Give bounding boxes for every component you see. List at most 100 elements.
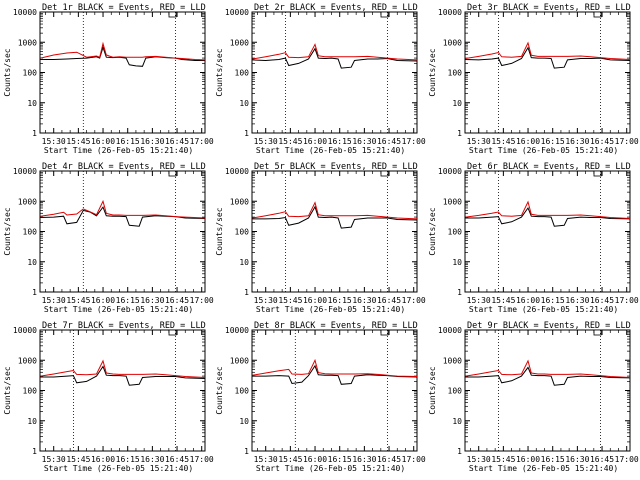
legend-box: [380, 170, 389, 177]
legend-box: [168, 170, 177, 177]
x-axis-label: Start Time (26-Feb-05 15:21:40): [44, 305, 193, 314]
y-tick-label: 100: [235, 387, 250, 396]
x-axis-label: Start Time (26-Feb-05 15:21:40): [256, 305, 405, 314]
legend-box: [593, 329, 602, 336]
x-tick-label: 15:30: [467, 455, 491, 464]
y-tick-label: 1000: [18, 356, 37, 365]
events-series-line: [252, 47, 418, 69]
x-tick-label: 15:45: [66, 137, 90, 146]
x-tick-label: 16:45: [590, 455, 614, 464]
x-tick-label: 16:30: [140, 137, 164, 146]
y-tick-label: 100: [448, 228, 463, 237]
y-tick-label: 100: [23, 69, 38, 78]
x-tick-label: 16:00: [516, 296, 540, 305]
y-axis-label: Counts/sec: [215, 366, 224, 414]
panel-7: Det 7r BLACK = Events, RED = LLD 1 10 100 10…: [3, 321, 214, 473]
events-series-line: [40, 206, 206, 227]
x-tick-label: 16:30: [352, 137, 376, 146]
y-tick-label: 1000: [18, 197, 37, 206]
x-tick-label: 16:30: [140, 296, 164, 305]
x-tick-label: 16:15: [328, 137, 352, 146]
x-axis-label: Start Time (26-Feb-05 15:21:40): [256, 464, 405, 473]
events-series-line: [465, 206, 631, 227]
y-axis-label: Counts/sec: [428, 366, 437, 414]
x-tick-label: 16:00: [303, 296, 327, 305]
x-axis-label: Start Time (26-Feb-05 15:21:40): [44, 146, 193, 155]
lld-series-line: [465, 41, 631, 60]
panel-title: Det 9r BLACK = Events, RED = LLD: [467, 321, 631, 331]
y-tick-label: 100: [235, 228, 250, 237]
plot-frame: [464, 170, 631, 293]
events-series-line: [252, 364, 418, 385]
panel-title: Det 8r BLACK = Events, RED = LLD: [254, 321, 418, 331]
x-tick-label: 16:45: [165, 296, 189, 305]
y-axis-label: Counts/sec: [428, 207, 437, 255]
x-axis-label: Start Time (26-Feb-05 15:21:40): [469, 305, 618, 314]
y-tick-label: 10: [239, 417, 249, 426]
y-tick-label: 10000: [438, 326, 462, 335]
y-tick-label: 100: [23, 387, 38, 396]
x-tick-label: 16:30: [565, 137, 589, 146]
x-tick-label: 17:00: [402, 455, 426, 464]
lld-series-line: [40, 41, 206, 61]
y-tick-label: 10: [239, 99, 249, 108]
x-tick-label: 16:30: [565, 296, 589, 305]
lld-series-line: [465, 200, 631, 219]
y-tick-label: 10: [27, 258, 37, 267]
x-tick-label: 16:00: [303, 455, 327, 464]
y-tick-label: 1: [32, 129, 37, 138]
y-tick-label: 10000: [13, 326, 37, 335]
y-tick-label: 1000: [230, 356, 249, 365]
x-tick-label: 15:30: [254, 455, 278, 464]
x-tick-label: 17:00: [190, 296, 214, 305]
plot-frame: [464, 11, 631, 134]
x-tick-label: 16:30: [352, 296, 376, 305]
panel-9: Det 9r BLACK = Events, RED = LLD 1 10 100 10…: [428, 321, 639, 473]
y-axis-label: Counts/sec: [215, 48, 224, 96]
x-tick-label: 16:45: [377, 296, 401, 305]
panel-title: Det 3r BLACK = Events, RED = LLD: [467, 3, 631, 13]
y-tick-label: 10: [452, 99, 462, 108]
x-tick-label: 17:00: [402, 137, 426, 146]
legend-box: [380, 11, 389, 18]
panel-2: Det 2r BLACK = Events, RED = LLD 1 10 100 10…: [215, 3, 426, 155]
y-axis-label: Counts/sec: [3, 48, 12, 96]
x-tick-label: 15:30: [467, 296, 491, 305]
x-tick-label: 16:30: [140, 455, 164, 464]
x-tick-label: 16:15: [541, 455, 565, 464]
y-tick-label: 10000: [438, 167, 462, 176]
y-tick-label: 1000: [443, 356, 462, 365]
y-tick-label: 10000: [13, 8, 37, 17]
x-tick-label: 15:45: [66, 455, 90, 464]
legend-box: [593, 170, 602, 177]
x-tick-label: 15:30: [467, 137, 491, 146]
x-tick-label: 16:30: [352, 455, 376, 464]
x-tick-label: 16:15: [328, 296, 352, 305]
x-tick-label: 17:00: [402, 296, 426, 305]
y-tick-label: 10000: [438, 8, 462, 17]
x-tick-label: 17:00: [615, 137, 639, 146]
y-tick-label: 1: [244, 288, 249, 297]
plot-frame: [251, 170, 418, 293]
x-tick-label: 16:30: [565, 455, 589, 464]
x-tick-label: 15:45: [278, 455, 302, 464]
x-tick-label: 16:15: [116, 455, 140, 464]
plot-frame: [251, 11, 418, 134]
legend-box: [380, 329, 389, 336]
x-tick-label: 15:45: [491, 137, 515, 146]
panel-title: Det 5r BLACK = Events, RED = LLD: [254, 162, 418, 172]
y-tick-label: 10: [452, 258, 462, 267]
panel-6: Det 6r BLACK = Events, RED = LLD 1 10 100 10…: [428, 162, 639, 314]
lld-series-line: [465, 359, 631, 378]
x-tick-label: 16:45: [377, 137, 401, 146]
y-tick-label: 1: [244, 129, 249, 138]
legend-box: [168, 11, 177, 18]
lld-series-line: [252, 43, 418, 61]
x-tick-label: 16:15: [116, 296, 140, 305]
x-tick-label: 16:45: [165, 137, 189, 146]
x-tick-label: 16:15: [541, 296, 565, 305]
x-tick-label: 16:45: [590, 137, 614, 146]
y-tick-label: 1: [457, 129, 462, 138]
lld-series-line: [40, 199, 206, 219]
